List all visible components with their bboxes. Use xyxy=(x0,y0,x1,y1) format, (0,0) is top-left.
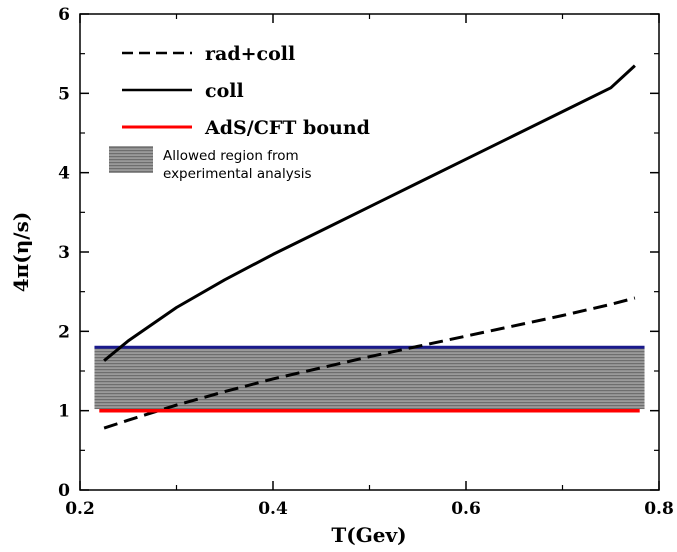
y-tick-label: 6 xyxy=(58,5,70,25)
series-layer xyxy=(99,64,640,430)
y-tick-label: 2 xyxy=(58,322,70,342)
legend-label-band-line1: Allowed region from xyxy=(163,148,299,164)
legend-swatch-band xyxy=(109,146,153,173)
y-axis-title: 4π(η/s) xyxy=(9,212,33,293)
y-tick-label: 1 xyxy=(58,402,70,422)
y-tick-label: 4 xyxy=(58,164,70,184)
series-coll xyxy=(103,64,636,362)
legend-label-band-line2: experimental analysis xyxy=(163,166,312,182)
x-tick-label: 0.6 xyxy=(451,499,481,519)
legend-label-ads-cft: AdS/CFT bound xyxy=(204,117,370,139)
y-tick-label: 0 xyxy=(58,481,70,501)
x-tick-label: 0.4 xyxy=(258,499,288,519)
y-tick-label: 3 xyxy=(58,243,70,263)
series-rad-coll xyxy=(103,296,636,430)
x-axis-title: T(Gev) xyxy=(331,523,406,547)
legend-label-rad-coll: rad+coll xyxy=(205,43,295,65)
x-tick-label: 0.2 xyxy=(65,499,95,519)
plot-frame xyxy=(79,13,660,491)
ticks-layer: 0.2 0.4 0.6 0.8 0 1 2 3 4 5 6 xyxy=(58,5,674,519)
legend-label-coll: coll xyxy=(205,80,244,102)
y-tick-label: 5 xyxy=(58,84,70,104)
x-tick-label: 0.8 xyxy=(644,499,674,519)
legend: rad+coll coll AdS/CFT bound Allowed regi… xyxy=(109,43,370,182)
